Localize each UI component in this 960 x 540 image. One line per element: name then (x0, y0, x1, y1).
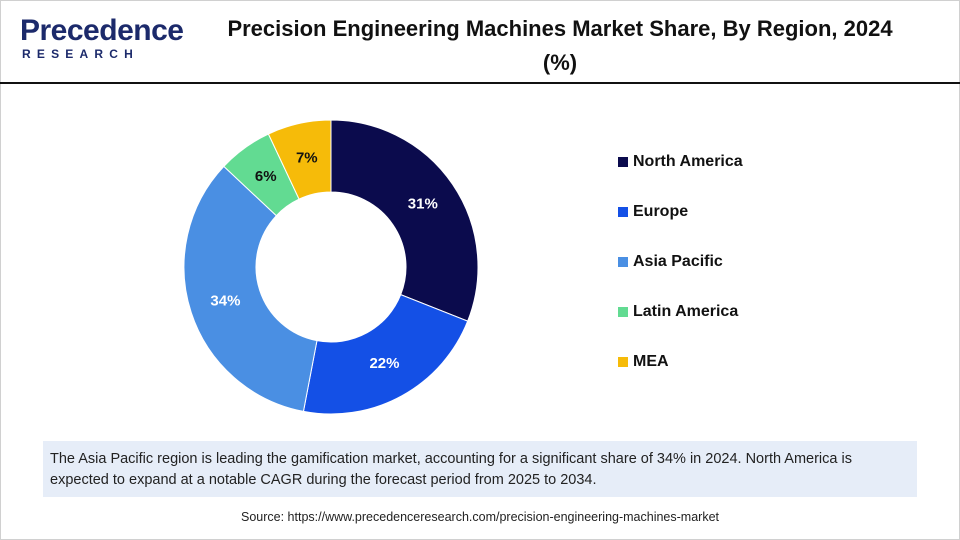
legend-swatch (618, 207, 628, 217)
legend-label: Asia Pacific (633, 253, 723, 270)
legend-swatch (618, 357, 628, 367)
slice (302, 293, 469, 415)
value-label: 6% (255, 168, 277, 185)
value-label: 22% (369, 355, 399, 372)
legend-label: MEA (633, 353, 669, 370)
legend-label: North America (633, 153, 743, 170)
logo-name: Precedence (20, 14, 184, 47)
legend-swatch (618, 257, 628, 267)
value-label: 34% (210, 292, 240, 309)
legend-label: Latin America (633, 303, 738, 320)
header-rule (0, 82, 960, 84)
value-label: 31% (408, 196, 438, 213)
chart-title: Precision Engineering Machines Market Sh… (227, 16, 893, 75)
value-label: 7% (296, 150, 318, 167)
source: Source: https://www.precedenceresearch.c… (241, 510, 719, 524)
slice (267, 119, 332, 200)
legend-label: Europe (633, 203, 688, 220)
note: The Asia Pacific region is leading the g… (43, 441, 917, 497)
slice (330, 119, 479, 322)
legend-swatch (618, 157, 628, 167)
legend-swatch (618, 307, 628, 317)
logo-tagline: RESEARCH (22, 47, 139, 61)
slice (183, 165, 318, 412)
